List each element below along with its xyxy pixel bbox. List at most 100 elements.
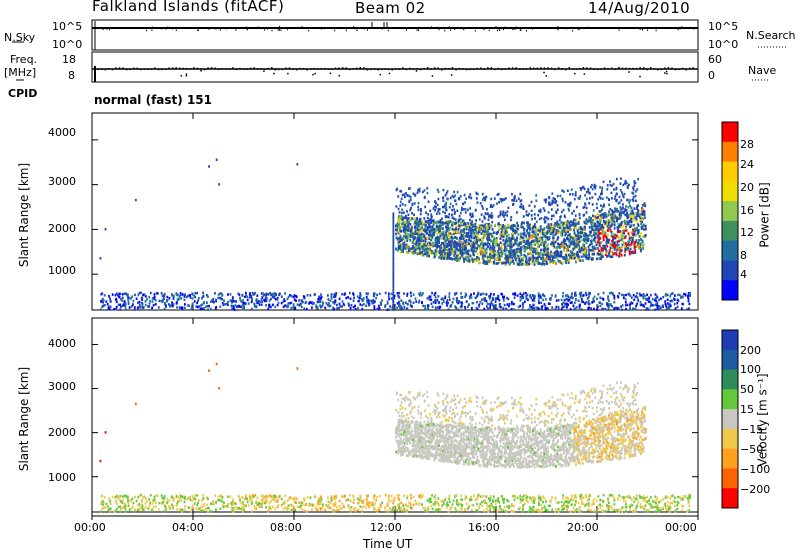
power-cell xyxy=(261,296,264,299)
power-cell xyxy=(593,299,596,303)
velocity-cell xyxy=(329,501,332,505)
velocity-cell xyxy=(373,509,376,512)
power-cell xyxy=(406,307,409,310)
power-cell xyxy=(131,295,134,298)
velocity-cell xyxy=(400,509,403,512)
velocity-cell xyxy=(220,494,223,497)
nsky-point xyxy=(247,28,249,30)
power-cell xyxy=(613,227,616,230)
power-cell xyxy=(153,293,156,296)
velocity-cell xyxy=(596,510,599,513)
nsky-point xyxy=(172,27,174,30)
power-cell xyxy=(655,299,658,303)
velocity-cell xyxy=(240,507,243,511)
power-cell xyxy=(201,307,203,310)
power-cell xyxy=(378,306,381,310)
velocity-cell xyxy=(223,501,225,505)
power-cell xyxy=(554,295,557,298)
velocity-cell xyxy=(366,500,368,503)
velocity-cell xyxy=(502,509,505,512)
power-cell xyxy=(403,292,405,295)
nsky-point xyxy=(577,27,579,30)
velocity-cell xyxy=(309,503,312,507)
velocity-cell xyxy=(202,493,205,497)
power-cell xyxy=(115,307,117,311)
velocity-cell xyxy=(311,508,313,511)
power-cell xyxy=(197,296,200,300)
velocity-cell xyxy=(392,506,395,509)
power-cell xyxy=(446,304,448,307)
nave-point xyxy=(568,67,571,69)
velocity-cell xyxy=(347,504,350,508)
power-cell xyxy=(188,304,191,308)
velocity-cell xyxy=(610,493,613,497)
power-cell xyxy=(243,304,245,308)
velocity-cell xyxy=(168,499,171,502)
freq-point xyxy=(545,75,548,77)
power-cell xyxy=(293,298,296,301)
nsky-point xyxy=(145,29,147,32)
power-cell xyxy=(481,298,483,302)
power-cell xyxy=(142,306,145,309)
power-cell xyxy=(398,291,401,295)
nsky-point xyxy=(301,26,303,28)
velocity-cell xyxy=(172,499,175,502)
velocity-cell xyxy=(160,494,163,497)
nsky-point xyxy=(526,29,528,32)
velocity-cell xyxy=(108,497,110,500)
power-cell xyxy=(335,293,337,297)
power-cell xyxy=(106,303,109,306)
velocity-cell xyxy=(406,496,409,500)
nave-point xyxy=(395,68,397,70)
velocity-cell xyxy=(499,505,501,508)
power-cell xyxy=(154,299,157,302)
velocity-cell xyxy=(265,498,268,502)
power-cell xyxy=(157,306,160,309)
power-cell xyxy=(293,294,296,297)
velocity-cell xyxy=(485,495,488,498)
power-cell xyxy=(119,308,122,311)
power-cell xyxy=(502,235,505,238)
power-cell xyxy=(320,295,323,299)
nave-point xyxy=(625,67,627,70)
nave-point xyxy=(256,68,259,70)
velocity-cell xyxy=(581,496,584,500)
velocity-cell xyxy=(549,500,552,504)
power-cell xyxy=(290,301,293,305)
nave-point xyxy=(441,68,443,71)
power-cell xyxy=(441,297,444,300)
power-cell xyxy=(450,303,453,307)
power-cell xyxy=(141,302,144,306)
power-cell xyxy=(270,293,272,297)
power-cell xyxy=(353,296,356,299)
nsky-point xyxy=(493,27,495,29)
power-cell xyxy=(399,305,402,308)
power-cell xyxy=(564,302,566,306)
velocity-cell xyxy=(365,497,368,501)
velocity-cell xyxy=(442,502,445,506)
nsky-point xyxy=(219,29,221,31)
power-cell xyxy=(473,292,475,295)
power-cell xyxy=(424,304,426,308)
power-cell xyxy=(444,296,447,300)
power-cell xyxy=(689,291,691,295)
velocity-cell xyxy=(431,507,434,511)
nave-point xyxy=(380,68,383,71)
power-cell xyxy=(451,301,454,304)
nsky-point xyxy=(372,27,374,29)
velocity-cell xyxy=(681,497,683,500)
power-cell xyxy=(326,294,329,297)
nsky-point xyxy=(557,26,559,28)
velocity-cell xyxy=(155,494,158,497)
power-cell xyxy=(284,304,287,307)
velocity-cell xyxy=(530,498,533,502)
velocity-cell xyxy=(349,499,352,503)
nsky-point xyxy=(488,29,490,32)
velocity-cell xyxy=(502,438,505,441)
power-cell xyxy=(574,297,577,301)
velocity-cell xyxy=(469,498,471,502)
velocity-cell xyxy=(676,503,679,507)
power-cell xyxy=(580,308,583,311)
velocity-cell xyxy=(491,498,494,502)
velocity-cell xyxy=(274,507,277,511)
